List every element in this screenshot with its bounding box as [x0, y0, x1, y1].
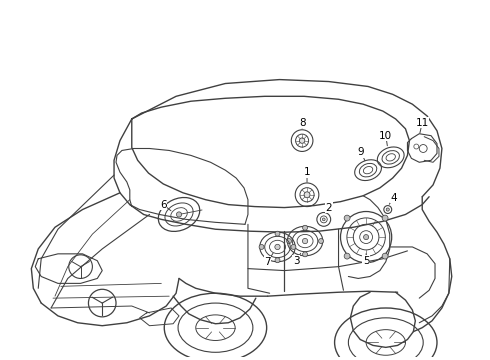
Circle shape	[382, 215, 388, 221]
Circle shape	[318, 239, 323, 243]
Circle shape	[344, 215, 350, 221]
Circle shape	[291, 244, 296, 249]
Circle shape	[302, 238, 308, 244]
Circle shape	[364, 235, 368, 240]
Circle shape	[344, 253, 350, 259]
Circle shape	[259, 244, 264, 249]
Circle shape	[176, 212, 182, 217]
Text: 11: 11	[416, 118, 429, 128]
Text: 10: 10	[379, 131, 392, 141]
Text: 8: 8	[299, 118, 305, 128]
Circle shape	[275, 244, 280, 249]
Text: 7: 7	[264, 257, 271, 267]
Text: 9: 9	[358, 148, 365, 157]
Text: 5: 5	[363, 256, 369, 266]
Circle shape	[322, 218, 325, 221]
Text: 4: 4	[391, 193, 397, 203]
Circle shape	[303, 252, 308, 257]
Text: 6: 6	[160, 199, 167, 210]
Circle shape	[386, 208, 390, 211]
Circle shape	[303, 225, 308, 230]
Text: 3: 3	[293, 256, 299, 266]
Circle shape	[299, 138, 305, 143]
Text: 1: 1	[304, 167, 310, 177]
Circle shape	[304, 192, 310, 198]
Text: 2: 2	[325, 203, 332, 212]
Circle shape	[382, 253, 388, 259]
Circle shape	[275, 258, 280, 263]
Circle shape	[287, 239, 292, 243]
Circle shape	[275, 231, 280, 236]
